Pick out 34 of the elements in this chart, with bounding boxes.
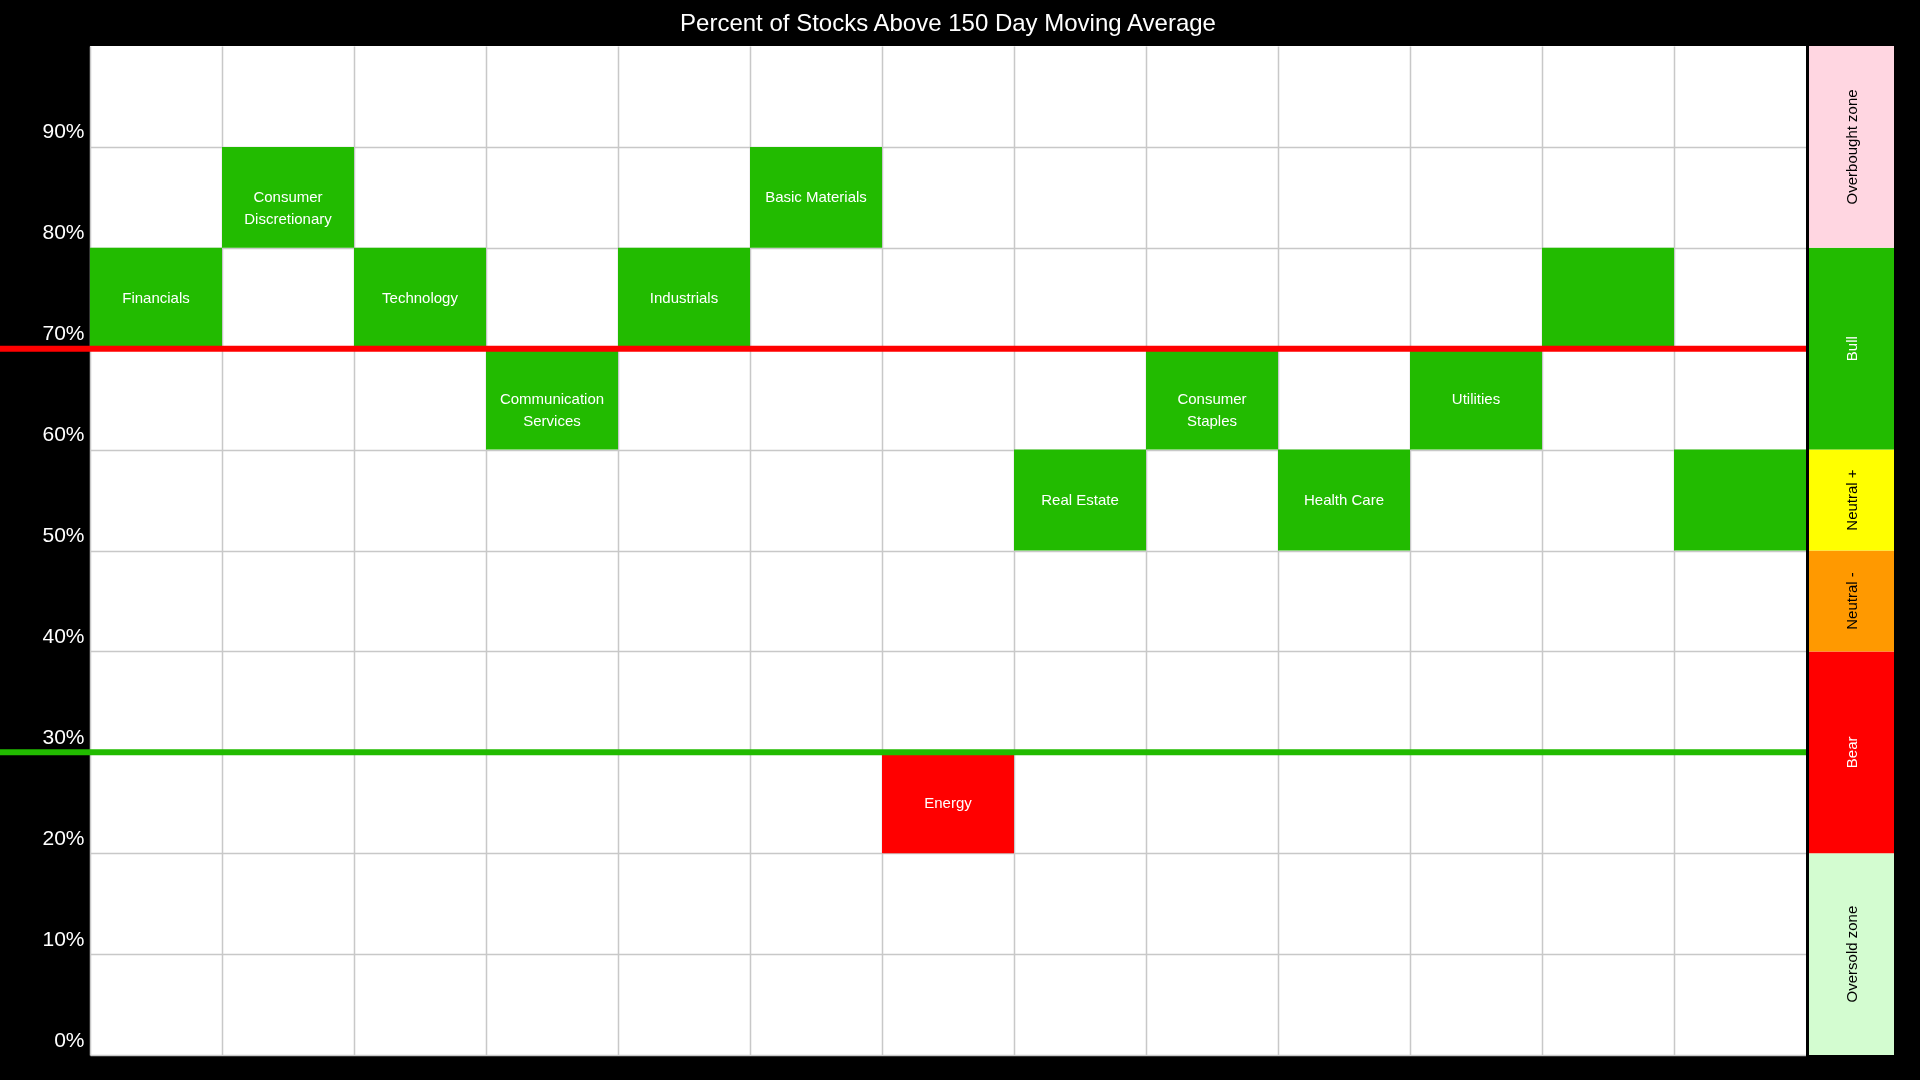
y-tick-label: 40%: [42, 623, 85, 647]
y-tick-label: 20%: [42, 825, 85, 849]
category-label: Basic Materials: [765, 188, 867, 206]
series-label: Overbought zone: [1842, 89, 1860, 205]
series-label: Neutral +: [1842, 469, 1860, 531]
category-label: Industrials: [649, 289, 719, 307]
bar: [1809, 247, 1894, 450]
y-tick-label: 90%: [42, 119, 85, 143]
category-label: Communication Services: [499, 390, 605, 430]
chart-title: Percent of Stocks Above 150 Day Moving Average: [680, 9, 1216, 36]
y-tick-label: 80%: [42, 220, 85, 244]
bar: [1809, 46, 1894, 248]
series-label: Neutral -: [1842, 572, 1860, 630]
category-label: Real Estate: [1041, 491, 1119, 509]
category-label: Consumer Discretionary: [244, 188, 332, 228]
y-tick-label: 50%: [42, 523, 85, 546]
series-label: Bear: [1842, 736, 1860, 769]
series-label: Oversold zone: [1842, 905, 1860, 1003]
category-label: Technology: [382, 289, 458, 307]
y-tick-label: 10%: [42, 926, 85, 950]
category-label: Health Care: [1303, 491, 1385, 509]
category-label: Consumer Staples: [1177, 390, 1247, 430]
y-tick-label: 60%: [42, 422, 85, 446]
category-label: Energy: [924, 793, 972, 811]
y-tick-label: 70%: [42, 321, 85, 345]
y-tick-label: 30%: [42, 724, 85, 748]
series-label: Bull: [1842, 336, 1860, 362]
bar: [1809, 449, 1894, 551]
bar: [1809, 853, 1894, 1055]
category-label: Utilities: [1451, 390, 1501, 408]
bar: [1809, 651, 1894, 854]
category-label: Financials: [122, 289, 190, 307]
bar: [1809, 550, 1894, 652]
y-tick-label: 0%: [54, 1027, 85, 1051]
